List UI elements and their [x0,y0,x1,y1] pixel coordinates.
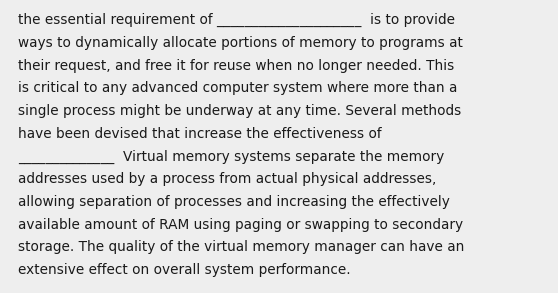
Text: single process might be underway at any time. Several methods: single process might be underway at any … [18,104,461,118]
Text: extensive effect on overall system performance.: extensive effect on overall system perfo… [18,263,350,277]
Text: available amount of RAM using paging or swapping to secondary: available amount of RAM using paging or … [18,218,463,231]
Text: ways to dynamically allocate portions of memory to programs at: ways to dynamically allocate portions of… [18,36,463,50]
Text: the essential requirement of _____________________  is to provide: the essential requirement of ___________… [18,13,455,27]
Text: have been devised that increase the effectiveness of: have been devised that increase the effe… [18,127,382,141]
Text: their request, and free it for reuse when no longer needed. This: their request, and free it for reuse whe… [18,59,454,73]
Text: addresses used by a process from actual physical addresses,: addresses used by a process from actual … [18,172,436,186]
Text: ______________  Virtual memory systems separate the memory: ______________ Virtual memory systems se… [18,149,444,163]
Text: is critical to any advanced computer system where more than a: is critical to any advanced computer sys… [18,81,457,95]
Text: storage. The quality of the virtual memory manager can have an: storage. The quality of the virtual memo… [18,240,464,254]
Text: allowing separation of processes and increasing the effectively: allowing separation of processes and inc… [18,195,450,209]
